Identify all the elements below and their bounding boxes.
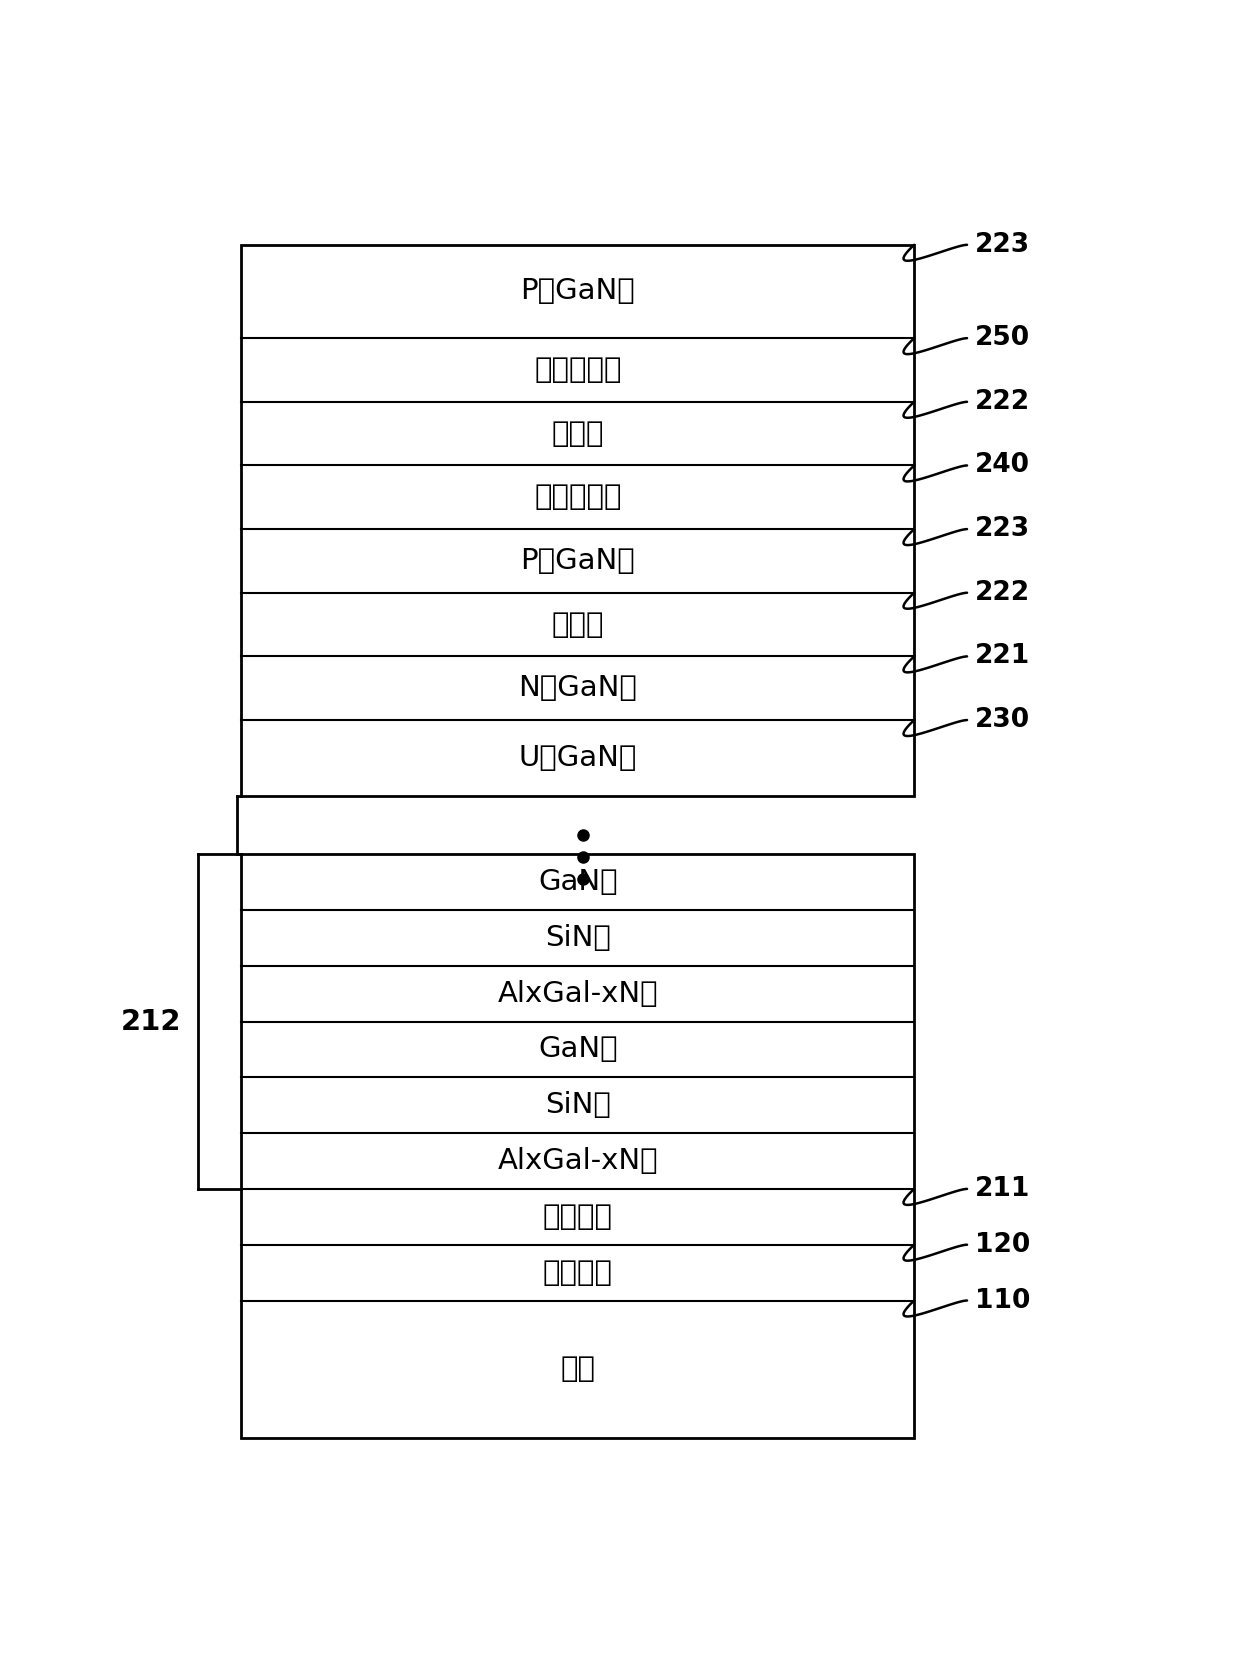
Text: 基底: 基底 [560,1354,595,1383]
Text: 250: 250 [975,325,1030,352]
Text: AlxGal-xN层: AlxGal-xN层 [497,1146,658,1175]
Text: SiN层: SiN层 [544,1091,611,1120]
Text: 230: 230 [975,706,1030,733]
Text: 有源层: 有源层 [552,420,604,448]
Bar [242,855,914,1438]
Text: GaN层: GaN层 [538,1036,618,1063]
Text: 222: 222 [975,580,1030,606]
Text: 110: 110 [975,1288,1030,1313]
Text: 电子阻挡层: 电子阻挡层 [534,357,621,383]
Text: 223: 223 [975,516,1030,541]
Text: 240: 240 [975,453,1029,478]
Text: P型GaN层: P型GaN层 [521,278,635,305]
Text: 211: 211 [975,1176,1030,1201]
Text: SiN层: SiN层 [544,925,611,951]
Text: U型GaN层: U型GaN层 [518,745,637,773]
Text: 石墨烯层: 石墨烯层 [543,1258,613,1286]
Text: 212: 212 [120,1008,181,1036]
Text: 120: 120 [975,1231,1030,1258]
Text: GaN层: GaN层 [538,868,618,896]
Text: 缓冲子层: 缓冲子层 [543,1203,613,1231]
Text: P型GaN层: P型GaN层 [521,546,635,575]
Text: 浅量子阱层: 浅量子阱层 [534,483,621,511]
Text: N型GaN层: N型GaN层 [518,675,637,703]
Text: AlxGal-xN层: AlxGal-xN层 [497,980,658,1008]
Text: 有源层: 有源层 [552,610,604,638]
Text: 223: 223 [975,232,1030,258]
Bar [242,245,914,796]
Text: 222: 222 [975,388,1030,415]
Text: 221: 221 [975,643,1030,670]
